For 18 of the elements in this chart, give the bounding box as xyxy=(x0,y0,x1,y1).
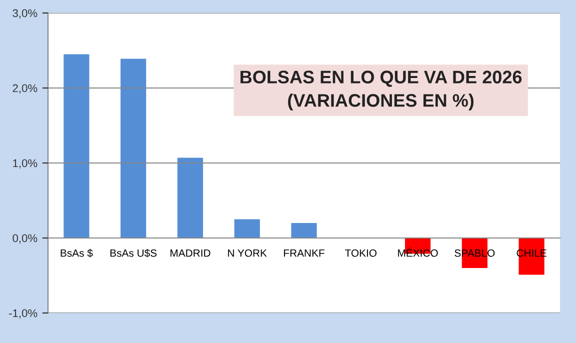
x-tick-label: N YORK xyxy=(228,249,267,257)
y-tick-label: 3,0% xyxy=(12,9,38,18)
text: BOLSAS EN LO QUE VA DE 2026 (VARIACIONES EN %) xyxy=(240,70,522,110)
y-tick-label: 2,0% xyxy=(12,84,38,94)
y-tick-label: -1,0% xyxy=(9,309,38,318)
bar xyxy=(291,223,317,238)
x-tick-label: BsAs U$S xyxy=(110,248,157,258)
x-tick-label: MADRID xyxy=(170,249,210,257)
y-tick-label: 1,0% xyxy=(13,159,38,168)
y-tick-label: 0,0% xyxy=(12,234,38,244)
x-tick-label: FRANKF xyxy=(284,249,324,257)
x-tick-label: BsAs $ xyxy=(60,248,93,258)
bar xyxy=(64,54,90,238)
bar xyxy=(234,219,260,238)
x-tick-label: MÉXICO xyxy=(398,248,438,257)
bar xyxy=(177,158,204,238)
bar xyxy=(120,58,146,238)
x-tick-label: TOKIO xyxy=(345,249,377,257)
